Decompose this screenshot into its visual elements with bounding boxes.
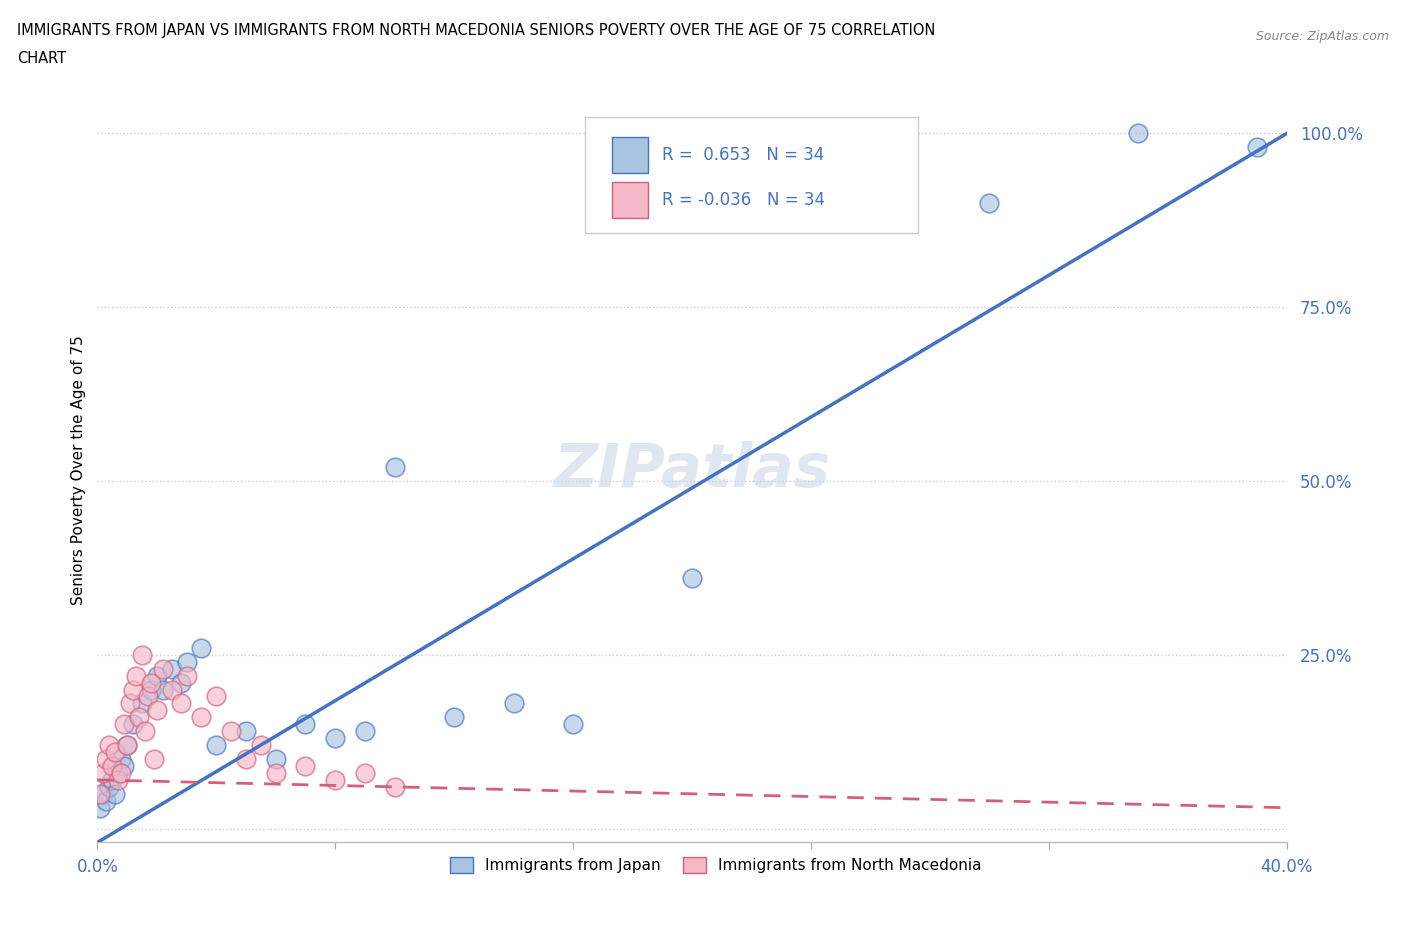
Point [110, 751, 132, 766]
Point [101, 759, 124, 774]
Point [91, 765, 114, 780]
Point [142, 751, 165, 766]
Text: R = -0.036   N = 34: R = -0.036 N = 34 [662, 191, 825, 209]
Point [443, 710, 465, 724]
Point [294, 759, 316, 774]
Point [101, 773, 124, 788]
Point [122, 717, 145, 732]
Point [115, 737, 138, 752]
Point [384, 779, 406, 794]
Point [120, 696, 142, 711]
Point [979, 195, 1001, 210]
Bar [613, 138, 648, 173]
Point [294, 717, 316, 732]
Point [146, 703, 169, 718]
Point [681, 571, 703, 586]
Point [125, 669, 148, 684]
Point [139, 682, 162, 697]
Point [112, 717, 135, 732]
Point [235, 751, 257, 766]
Text: ZIPatlas: ZIPatlas [554, 441, 831, 500]
FancyBboxPatch shape [585, 117, 918, 232]
Point [96, 751, 118, 766]
Point [152, 661, 174, 676]
Bar [613, 182, 648, 218]
Text: Source: ZipAtlas.com: Source: ZipAtlas.com [1256, 30, 1389, 43]
Point [104, 787, 127, 802]
Point [354, 724, 377, 738]
Point [89, 787, 111, 802]
Text: R =  0.653   N = 34: R = 0.653 N = 34 [662, 146, 825, 165]
Point [122, 682, 145, 697]
Point [502, 696, 524, 711]
Point [131, 696, 153, 711]
Point [169, 675, 191, 690]
Point [107, 765, 129, 780]
Text: CHART: CHART [17, 51, 66, 66]
Point [136, 689, 159, 704]
Point [1246, 140, 1268, 154]
Point [323, 773, 346, 788]
Point [96, 793, 118, 808]
Point [562, 717, 585, 732]
Point [354, 765, 377, 780]
Point [169, 696, 191, 711]
Point [235, 724, 257, 738]
Point [160, 661, 183, 676]
Point [176, 655, 198, 670]
Point [112, 759, 135, 774]
Point [98, 737, 121, 752]
Text: IMMIGRANTS FROM JAPAN VS IMMIGRANTS FROM NORTH MACEDONIA SENIORS POVERTY OVER TH: IMMIGRANTS FROM JAPAN VS IMMIGRANTS FROM… [17, 23, 935, 38]
Point [131, 647, 153, 662]
Point [205, 737, 228, 752]
Point [1126, 126, 1149, 141]
Point [250, 737, 273, 752]
Point [128, 710, 150, 724]
Point [146, 669, 169, 684]
Point [110, 765, 132, 780]
Point [139, 675, 162, 690]
Point [190, 641, 212, 656]
Point [104, 745, 127, 760]
Point [205, 689, 228, 704]
Point [384, 459, 406, 474]
Point [107, 773, 129, 788]
Point [152, 682, 174, 697]
Point [115, 737, 138, 752]
Point [176, 669, 198, 684]
Point [830, 181, 852, 196]
Point [98, 779, 121, 794]
Y-axis label: Seniors Poverty Over the Age of 75: Seniors Poverty Over the Age of 75 [72, 336, 86, 605]
Legend: Immigrants from Japan, Immigrants from North Macedonia: Immigrants from Japan, Immigrants from N… [443, 851, 988, 880]
Point [134, 724, 156, 738]
Point [89, 801, 111, 816]
Point [219, 724, 242, 738]
Point [323, 731, 346, 746]
Point [190, 710, 212, 724]
Point [160, 682, 183, 697]
Point [91, 787, 114, 802]
Point [264, 765, 287, 780]
Point [264, 751, 287, 766]
